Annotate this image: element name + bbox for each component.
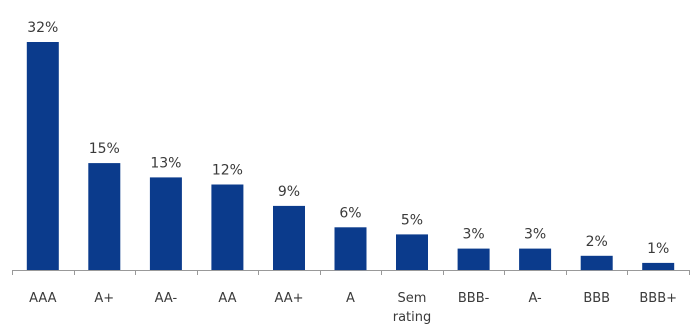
value-label: 32% <box>27 20 58 36</box>
category-label: AAA <box>29 291 57 306</box>
bar <box>334 227 367 271</box>
category-label: AA+ <box>274 291 303 306</box>
x-axis-ticks <box>12 270 690 275</box>
category-label: A- <box>528 291 542 306</box>
value-label: 9% <box>278 184 300 200</box>
category-label: AA <box>218 291 236 306</box>
value-label: 15% <box>89 141 120 157</box>
value-label: 3% <box>462 227 484 243</box>
category-label: BBB- <box>458 291 490 306</box>
value-label: 5% <box>401 212 423 228</box>
category-label: BBB <box>583 291 610 306</box>
category-label: AA- <box>155 291 178 306</box>
bar <box>149 177 182 270</box>
bar <box>580 255 613 271</box>
value-label: 6% <box>339 205 361 221</box>
value-labels: 32% 15% 13% 12% 9% 6% 5% 3% 3% 2% 1% <box>27 20 669 257</box>
bar <box>519 248 552 270</box>
category-label: Sem rating <box>393 291 432 325</box>
category-label: A+ <box>94 291 114 306</box>
value-label: 13% <box>150 155 181 171</box>
bar <box>457 248 490 270</box>
bar <box>26 42 59 270</box>
bar <box>88 163 121 270</box>
bar <box>642 262 675 270</box>
value-label: 12% <box>212 163 243 179</box>
category-label: A <box>346 291 355 306</box>
value-label: 1% <box>647 241 669 257</box>
value-label: 3% <box>524 227 546 243</box>
bar <box>273 205 305 270</box>
bar <box>396 234 428 270</box>
bar <box>211 184 244 270</box>
value-label: 2% <box>586 234 608 250</box>
category-label: BBB+ <box>639 291 677 306</box>
bars <box>26 42 675 271</box>
